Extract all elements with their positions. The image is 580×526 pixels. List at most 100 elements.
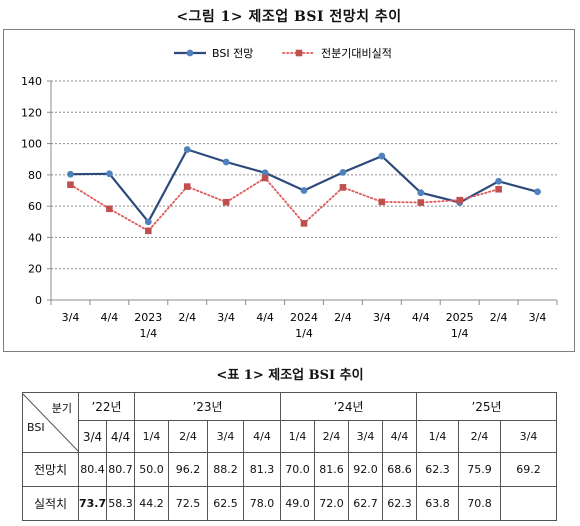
x-tick-label: 3/4 xyxy=(529,311,547,324)
year-header: ’23년 xyxy=(134,392,281,421)
series-1-point xyxy=(183,146,191,153)
series-2-point xyxy=(106,205,113,213)
legend-marker-1 xyxy=(186,49,194,57)
series-2-point xyxy=(145,227,152,235)
x-tick-label: 2023 xyxy=(134,311,162,324)
table-cell: 68.6 xyxy=(382,452,417,487)
year-header: ’25년 xyxy=(416,392,557,421)
table-cell: 72.5 xyxy=(168,486,208,521)
series-1-point xyxy=(67,170,74,178)
series-2-point xyxy=(456,196,463,204)
x-tick-label: 2024 xyxy=(290,311,318,324)
series-1-point xyxy=(144,218,152,226)
table-cell: 88.2 xyxy=(207,452,244,487)
x-tick-label: 2/4 xyxy=(490,311,508,324)
table-header-quarters: 3/4 4/4 1/4 2/4 3/4 4/4 1/4 2/4 3/4 4/4 … xyxy=(23,420,557,453)
chart-frame: 0 20 40 60 80 100 120 140 3/4 4/4 2023 1/4 2/4 3/4 4/4… xyxy=(3,29,575,352)
x-tick-label: 3/4 xyxy=(373,311,391,324)
series-2-point xyxy=(261,174,269,182)
y-tick-label: 100 xyxy=(21,138,42,151)
year-header: ’24년 xyxy=(280,392,417,421)
table-cell: 62.5 xyxy=(207,486,244,521)
series-1-point xyxy=(300,187,308,194)
series-2-point xyxy=(339,184,347,191)
series-2-point xyxy=(417,199,425,206)
quarter-header: 1/4 xyxy=(416,420,459,453)
table-cell: 69.2 xyxy=(500,452,557,487)
quarter-header: 4/4 xyxy=(382,420,417,453)
x-tick-label: 1/4 xyxy=(295,327,313,340)
series-2-point xyxy=(300,220,308,227)
x-tick-label: 2/4 xyxy=(178,311,196,324)
table-cell: 44.2 xyxy=(134,486,169,521)
table-cell: 96.2 xyxy=(168,452,208,487)
y-tick-label: 80 xyxy=(28,169,42,182)
table-cell: 80.7 xyxy=(106,452,135,487)
table-row-actual: 실적치 73.7 58.3 44.2 72.5 62.5 78.0 49.0 7… xyxy=(22,486,557,521)
series-line-1 xyxy=(70,148,538,223)
quarter-header: 3/4 xyxy=(348,420,383,453)
bsi-line-chart: 0 20 40 60 80 100 120 140 3/4 4/4 2023 1/4 2/4 3/4 4/4… xyxy=(21,47,558,340)
table-cell: 50.0 xyxy=(134,452,169,487)
table-cell: 81.3 xyxy=(243,452,281,487)
x-tick-label: 3/4 xyxy=(62,311,80,324)
x-tick-label: 2/4 xyxy=(334,311,352,324)
y-tick-label: 60 xyxy=(28,200,42,213)
table-cell: 58.3 xyxy=(106,486,135,521)
y-tick-label: 40 xyxy=(28,231,42,244)
series-2-point xyxy=(67,181,74,189)
y-tick-label: 140 xyxy=(21,75,42,88)
quarter-header: 2/4 xyxy=(168,420,208,453)
table-cell: 78.0 xyxy=(243,486,281,521)
series-2-point xyxy=(183,183,191,190)
table-row-forecast: 전망치 80.4 80.7 50.0 96.2 88.2 81.3 70.0 8… xyxy=(22,452,557,487)
table-cell: 63.8 xyxy=(416,486,459,521)
row-label: 전망치 xyxy=(22,452,79,487)
series-1-point xyxy=(378,152,386,160)
figure-title: <그림 1> 제조업 BSI 전망치 추이 xyxy=(176,9,402,25)
table-title: <표 1> 제조업 BSI 추이 xyxy=(216,368,364,383)
quarter-header: 1/4 xyxy=(280,420,315,453)
x-tick-label: 3/4 xyxy=(217,311,235,324)
legend-marker-2 xyxy=(295,49,303,57)
y-tick-label: 0 xyxy=(35,294,42,307)
table-cell: 49.0 xyxy=(280,486,315,521)
series-2-point xyxy=(495,185,502,193)
quarter-header: 4/4 xyxy=(106,420,135,453)
series-2-point xyxy=(378,198,386,206)
series-1-point xyxy=(339,168,347,176)
x-tick-label: 2025 xyxy=(446,311,474,324)
y-tick-label: 20 xyxy=(28,263,42,276)
series-2-point xyxy=(222,198,230,206)
x-tick-label: 4/4 xyxy=(256,311,274,324)
quarter-header: 2/4 xyxy=(458,420,501,453)
table-cell: 92.0 xyxy=(348,452,383,487)
table-cell: 70.8 xyxy=(458,486,501,521)
series-1-point xyxy=(534,188,541,196)
y-tick-label: 120 xyxy=(21,106,42,119)
x-tick-label: 1/4 xyxy=(451,327,469,340)
series-1-point xyxy=(495,177,503,185)
x-tick-label: 4/4 xyxy=(101,311,119,324)
series-1-point xyxy=(417,189,425,197)
table-cell: 81.6 xyxy=(314,452,349,487)
legend-label-1: BSI 전망 xyxy=(212,47,253,60)
quarter-header: 3/4 xyxy=(500,420,557,453)
x-tick-label: 1/4 xyxy=(139,327,157,340)
corner-diagonal xyxy=(23,393,79,452)
quarter-header: 2/4 xyxy=(314,420,349,453)
quarter-header: 3/4 xyxy=(207,420,244,453)
series-1-point xyxy=(105,170,113,178)
table-cell: 62.3 xyxy=(382,486,417,521)
row-label: 실적치 xyxy=(22,486,79,521)
series-1-point xyxy=(222,158,230,166)
table-cell xyxy=(500,486,557,521)
table-cell: 72.0 xyxy=(314,486,349,521)
x-tick-label: 4/4 xyxy=(412,311,430,324)
table-corner: 분기 BSI xyxy=(22,392,79,453)
table-cell: 62.7 xyxy=(348,486,383,521)
corner-bottom-label: BSI xyxy=(27,420,45,434)
table-cell: 75.9 xyxy=(458,452,501,487)
legend-label-2: 전분기대비실적 xyxy=(321,47,392,60)
table-cell: 80.4 xyxy=(78,452,107,487)
